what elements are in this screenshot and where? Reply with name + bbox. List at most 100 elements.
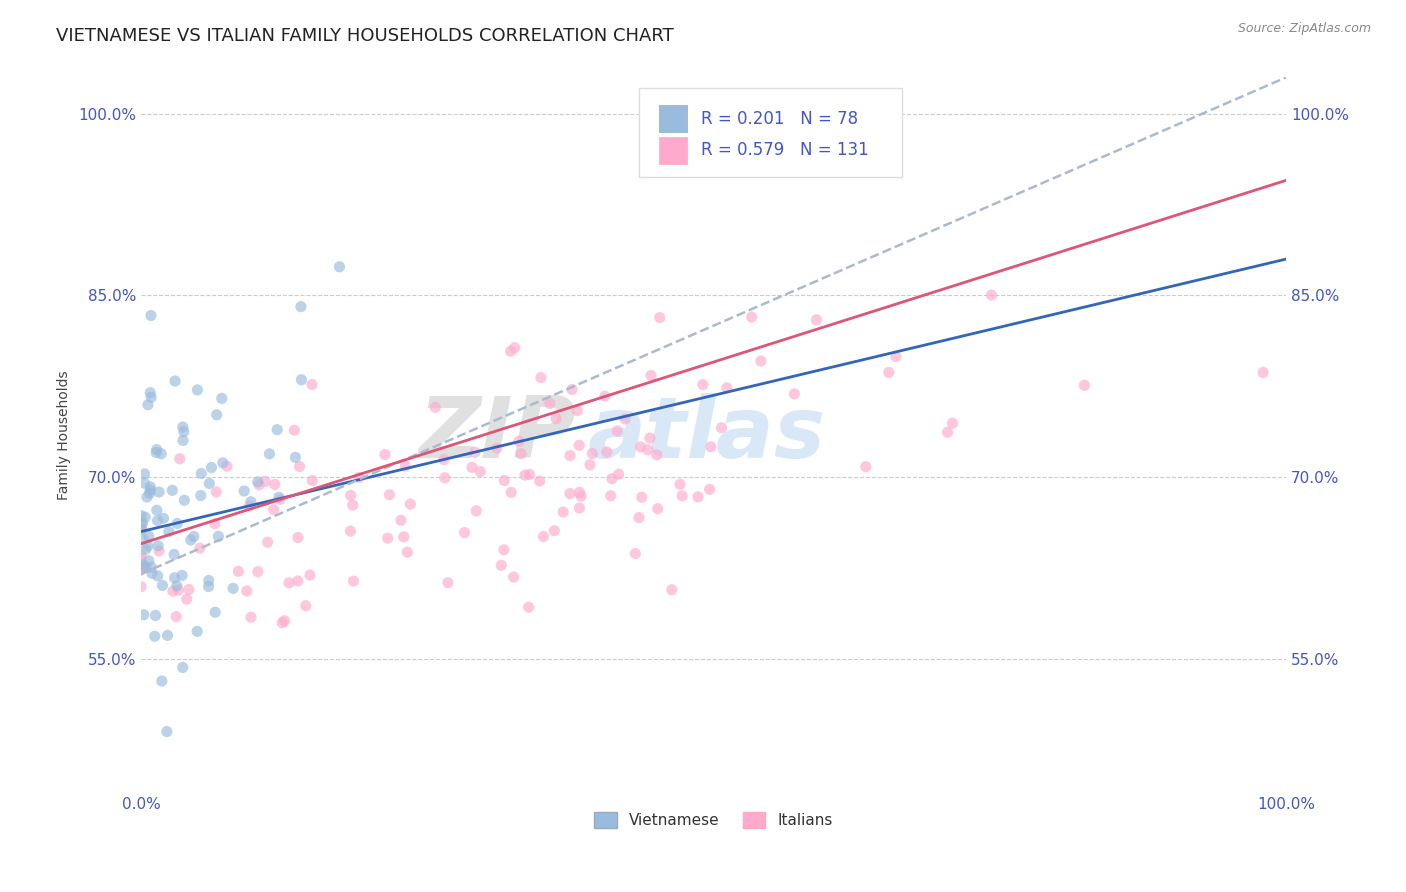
- Point: [152, 578, 174, 592]
- Point: [630, 440, 652, 454]
- Point: [139, 385, 162, 400]
- Point: [135, 542, 157, 557]
- Point: [173, 425, 195, 439]
- Point: [172, 568, 194, 582]
- Point: [173, 493, 195, 508]
- Point: [148, 544, 170, 558]
- Point: [614, 412, 637, 426]
- Point: [492, 542, 515, 557]
- Point: [136, 490, 159, 504]
- Point: [136, 398, 159, 412]
- Point: [519, 467, 541, 482]
- Point: [877, 366, 900, 380]
- Point: [299, 568, 322, 582]
- Point: [606, 424, 628, 438]
- Point: [349, 470, 371, 484]
- Point: [197, 580, 219, 594]
- Point: [470, 465, 492, 479]
- Point: [599, 489, 621, 503]
- Point: [648, 310, 671, 325]
- Point: [163, 548, 186, 562]
- Point: [169, 451, 191, 466]
- Point: [301, 377, 323, 392]
- Point: [538, 396, 561, 410]
- Text: R = 0.579   N = 131: R = 0.579 N = 131: [700, 141, 869, 160]
- Point: [600, 472, 623, 486]
- Point: [569, 489, 592, 503]
- Point: [150, 447, 173, 461]
- Point: [239, 494, 262, 508]
- Point: [396, 545, 419, 559]
- Point: [596, 445, 619, 459]
- Point: [543, 524, 565, 538]
- Point: [502, 570, 524, 584]
- Point: [378, 488, 401, 502]
- Text: R = 0.201   N = 78: R = 0.201 N = 78: [700, 110, 858, 128]
- Point: [197, 574, 219, 588]
- Legend: Vietnamese, Italians: Vietnamese, Italians: [588, 805, 839, 834]
- Point: [288, 459, 311, 474]
- Point: [259, 447, 281, 461]
- Point: [328, 260, 350, 274]
- Point: [461, 460, 484, 475]
- Point: [661, 582, 683, 597]
- Point: [162, 584, 184, 599]
- Point: [433, 471, 456, 485]
- Point: [246, 565, 269, 579]
- Point: [568, 485, 591, 500]
- Point: [433, 452, 456, 467]
- Point: [392, 530, 415, 544]
- Point: [172, 434, 194, 448]
- Point: [494, 474, 516, 488]
- Point: [204, 605, 226, 619]
- Point: [148, 485, 170, 500]
- Point: [561, 383, 583, 397]
- Point: [517, 600, 540, 615]
- Point: [489, 558, 512, 573]
- Point: [156, 628, 179, 642]
- Point: [692, 377, 714, 392]
- Point: [806, 313, 828, 327]
- Point: [143, 629, 166, 643]
- Point: [389, 513, 412, 527]
- Point: [183, 529, 205, 543]
- Point: [686, 490, 709, 504]
- Point: [377, 531, 399, 545]
- Point: [558, 449, 581, 463]
- Point: [132, 532, 155, 546]
- Point: [607, 467, 630, 482]
- Point: [198, 476, 221, 491]
- Point: [499, 344, 522, 359]
- Point: [269, 492, 291, 507]
- Point: [228, 564, 250, 578]
- Point: [186, 383, 208, 397]
- Point: [741, 310, 763, 324]
- Point: [669, 477, 692, 491]
- Point: [425, 401, 447, 415]
- Point: [138, 486, 160, 500]
- Point: [205, 484, 228, 499]
- Point: [129, 518, 152, 533]
- Point: [749, 354, 772, 368]
- Point: [640, 368, 662, 383]
- Point: [152, 511, 174, 525]
- Point: [278, 575, 301, 590]
- Point: [146, 569, 169, 583]
- Point: [529, 474, 551, 488]
- Point: [568, 500, 591, 515]
- Point: [374, 448, 396, 462]
- Point: [399, 497, 422, 511]
- Point: [146, 503, 169, 517]
- Point: [508, 434, 530, 449]
- Point: [295, 599, 318, 613]
- Point: [1251, 366, 1274, 380]
- Point: [624, 547, 647, 561]
- Point: [301, 474, 323, 488]
- Point: [162, 483, 184, 498]
- Point: [222, 582, 245, 596]
- Point: [287, 531, 309, 545]
- Point: [273, 614, 295, 628]
- Point: [568, 438, 591, 452]
- Point: [513, 468, 536, 483]
- Point: [204, 516, 226, 531]
